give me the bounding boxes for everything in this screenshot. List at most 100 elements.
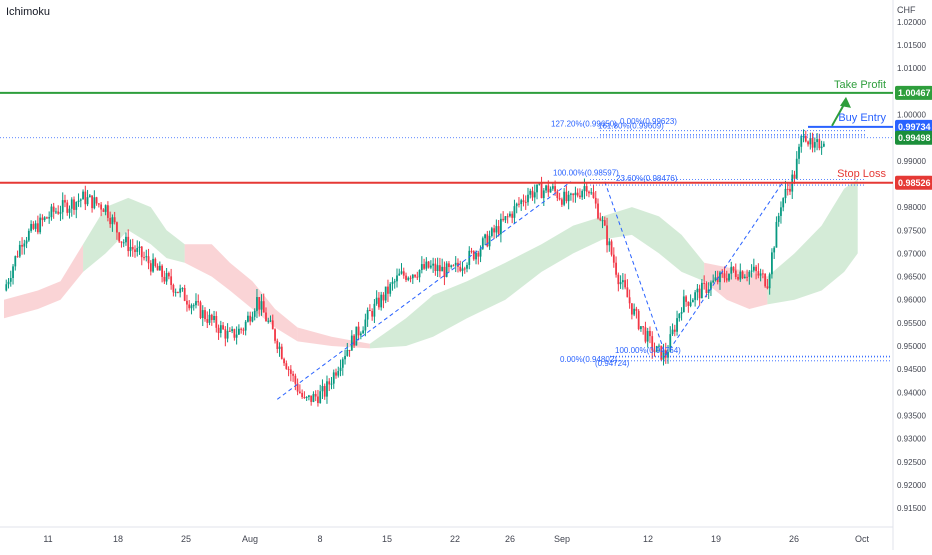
- candle-body: [156, 265, 159, 271]
- candle-body: [531, 190, 534, 198]
- candle-body: [256, 297, 258, 311]
- candle-body: [68, 208, 71, 213]
- candle-body: [567, 194, 570, 202]
- candle-body: [527, 194, 529, 203]
- ichimoku-cloud-0: [4, 244, 84, 319]
- candle-body: [504, 216, 507, 221]
- candle-body: [759, 273, 762, 276]
- candle-body: [768, 274, 771, 289]
- candle-body: [673, 329, 676, 332]
- candle-body: [793, 174, 796, 179]
- candle-body: [64, 200, 66, 203]
- candle-body: [789, 188, 791, 192]
- candle-body: [34, 223, 37, 229]
- candle-body: [409, 277, 412, 279]
- candle-body: [344, 355, 346, 360]
- y-tick-label: 0.97500: [897, 226, 926, 235]
- candle-body: [542, 190, 545, 199]
- candle-body: [585, 186, 588, 192]
- candle-body: [454, 262, 457, 266]
- candle-body: [294, 375, 297, 384]
- candle-body: [262, 301, 265, 313]
- candle-body: [400, 271, 403, 274]
- candle-body: [190, 305, 193, 309]
- candle-body: [125, 236, 127, 243]
- candle-body: [490, 228, 493, 236]
- candle-body: [21, 244, 23, 247]
- candle-body: [669, 334, 672, 352]
- y-tick-label: 0.94000: [897, 388, 926, 397]
- candle-body: [143, 257, 145, 259]
- candle-body: [581, 190, 584, 198]
- candle-body: [292, 373, 294, 376]
- candle-body: [158, 265, 161, 271]
- candle-body: [734, 270, 737, 277]
- candle-body: [396, 275, 398, 282]
- candle-body: [499, 218, 502, 235]
- candle-body: [7, 281, 10, 285]
- y-tick-label: 1.01000: [897, 64, 926, 73]
- candle-body: [359, 333, 362, 336]
- candle-body: [208, 314, 211, 323]
- ichimoku-cloud-2: [184, 244, 298, 342]
- candle-body: [807, 141, 809, 145]
- candle-body: [378, 297, 380, 308]
- candle-body: [597, 203, 599, 219]
- fib-swing-line-1: [604, 181, 667, 356]
- candle-body: [755, 266, 758, 272]
- candle-body: [775, 221, 778, 248]
- candle-body: [698, 288, 701, 299]
- candle-body: [61, 200, 64, 213]
- candle-body: [104, 205, 107, 212]
- x-tick-label: Oct: [855, 534, 870, 544]
- x-tick-label: 26: [789, 534, 799, 544]
- candle-body: [635, 308, 638, 311]
- candle-body: [303, 397, 306, 399]
- candle-body: [466, 264, 468, 269]
- candle-body: [710, 282, 712, 290]
- y-tick-label: 0.91500: [897, 504, 926, 513]
- candle-body: [163, 276, 166, 282]
- candle-body: [129, 246, 132, 252]
- candle-body: [12, 266, 14, 279]
- candle-body: [106, 205, 109, 218]
- candle-body: [249, 315, 252, 322]
- candle-body: [813, 142, 816, 148]
- candle-body: [617, 274, 620, 285]
- candle-body: [36, 223, 39, 233]
- candle-body: [416, 276, 419, 278]
- candle-body: [93, 197, 96, 209]
- candle-body: [662, 350, 665, 360]
- candle-body: [147, 256, 150, 264]
- candle-body: [459, 266, 462, 271]
- fib-label-0: 127.20%(0.99650): [551, 120, 617, 129]
- candle-body: [149, 263, 152, 272]
- candle-body: [637, 310, 640, 330]
- candle-body: [267, 320, 270, 322]
- x-tick-label: 25: [181, 534, 191, 544]
- candle-body: [217, 327, 220, 334]
- candle-body: [9, 278, 12, 282]
- candle-body: [820, 146, 823, 149]
- candle-body: [782, 198, 785, 208]
- candle-body: [330, 383, 333, 385]
- candle-body: [630, 303, 633, 315]
- candle-body: [5, 284, 8, 291]
- candle-body: [563, 191, 566, 205]
- candle-body: [583, 186, 586, 191]
- candle-body: [380, 294, 383, 308]
- candle-body: [615, 262, 617, 275]
- candle-body: [172, 285, 175, 293]
- candle-body: [640, 326, 642, 330]
- candle-body: [192, 305, 195, 307]
- ichimoku-cloud-6: [767, 179, 858, 305]
- candle-body: [131, 246, 134, 250]
- candle-body: [441, 266, 444, 272]
- candle-body: [685, 296, 687, 302]
- fib-label-5: 100.00%(0.94764): [615, 346, 681, 355]
- x-tick-label: Sep: [554, 534, 570, 544]
- candle-body: [167, 273, 170, 277]
- candle-body: [27, 230, 30, 241]
